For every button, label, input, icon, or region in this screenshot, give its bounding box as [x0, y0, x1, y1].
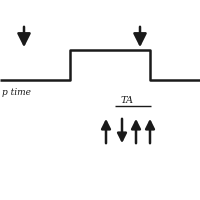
Text: TA: TA: [120, 96, 134, 105]
Text: p time: p time: [2, 88, 31, 97]
